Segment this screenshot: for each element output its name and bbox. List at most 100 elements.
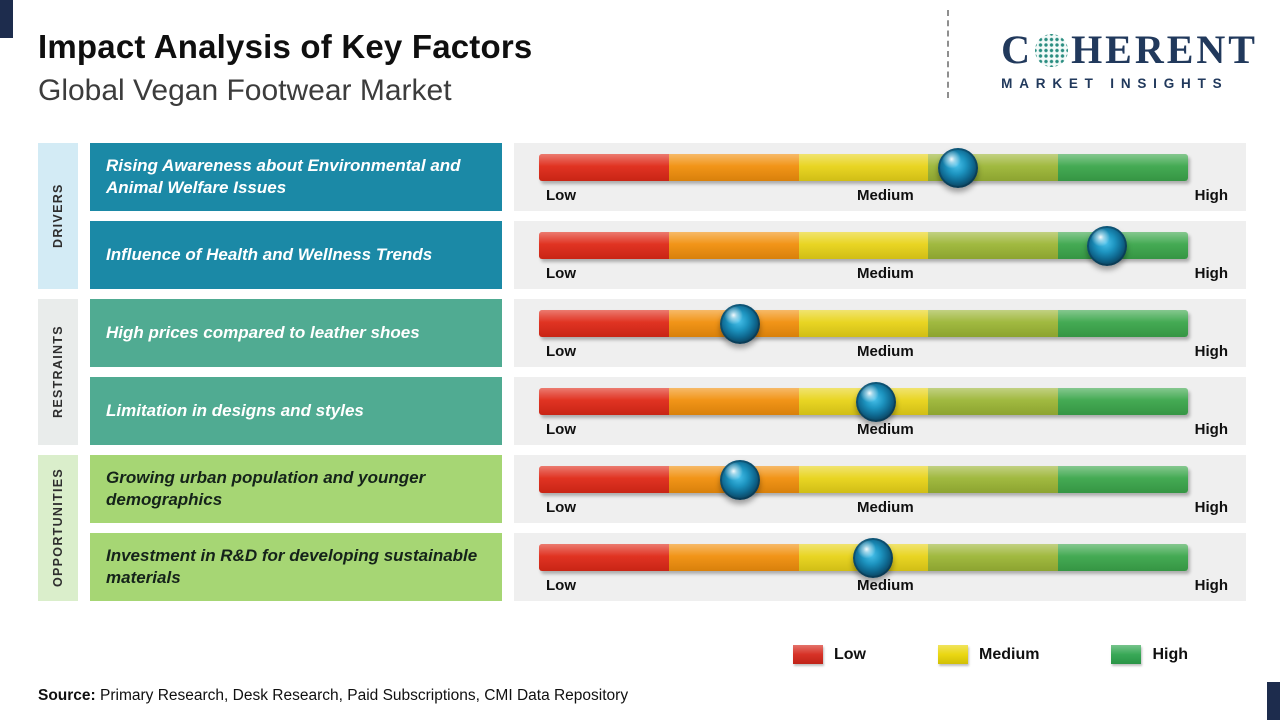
bar-segment (798, 154, 929, 181)
bar-segment (928, 388, 1059, 415)
impact-marker-sphere (856, 381, 897, 422)
impact-bar-track (539, 537, 1188, 578)
bar-segment (539, 466, 669, 493)
impact-bar-track (539, 225, 1188, 266)
scale-label-medium: Medium (857, 343, 914, 360)
scale-label-medium: Medium (857, 265, 914, 282)
category-label-opportunities: OPPORTUNITIES (38, 455, 78, 601)
factor-opportunity-2: Investment in R&D for developing sustain… (90, 533, 502, 601)
brand-name-suffix: HERENT (1071, 27, 1258, 72)
scale-labels: Low Medium High (546, 421, 1228, 438)
page-title: Impact Analysis of Key Factors (38, 28, 533, 65)
scale-label-low: Low (546, 343, 576, 360)
impact-bar-track (539, 147, 1188, 188)
impact-marker-sphere (853, 537, 894, 578)
bar-segment (668, 544, 799, 571)
factor-driver-2: Influence of Health and Wellness Trends (90, 221, 502, 289)
factor-restraint-1: High prices compared to leather shoes (90, 299, 502, 367)
impact-bar-track (539, 459, 1188, 500)
bar-segment (928, 232, 1059, 259)
legend-label-high: High (1152, 645, 1188, 663)
legend-label-low: Low (834, 645, 866, 663)
bar-segment (1058, 388, 1188, 415)
scale-label-low: Low (546, 421, 576, 438)
brand-tagline: MARKET INSIGHTS (1001, 76, 1229, 91)
scale-labels: Low Medium High (546, 499, 1228, 516)
scale-label-low: Low (546, 577, 576, 594)
bar-segment (798, 466, 929, 493)
impact-bar-segments (539, 388, 1188, 415)
brand-logo: C HERENT MARKET INSIGHTS (1001, 30, 1258, 92)
legend-item-high: High (1111, 645, 1188, 664)
bar-segment (928, 466, 1059, 493)
bar-segment (928, 310, 1059, 337)
impact-bar-segments (539, 154, 1188, 181)
brand-divider-dashed-line (947, 10, 949, 98)
scale-label-low: Low (546, 499, 576, 516)
corner-accent-bottom-right (1267, 682, 1280, 720)
impact-bar-segments (539, 466, 1188, 493)
impact-bar-row-6: Low Medium High (514, 533, 1246, 601)
impact-marker-sphere (1086, 225, 1127, 266)
scale-labels: Low Medium High (546, 577, 1228, 594)
category-label-drivers: DRIVERS (38, 143, 78, 289)
bar-segment (1058, 310, 1188, 337)
bar-segment (668, 232, 799, 259)
bar-segment (539, 232, 669, 259)
scale-label-low: Low (546, 187, 576, 204)
factor-restraint-2: Limitation in designs and styles (90, 377, 502, 445)
bar-segment (928, 544, 1059, 571)
source-note: Source: Primary Research, Desk Research,… (38, 687, 628, 705)
impact-bar-row-4: Low Medium High (514, 377, 1246, 445)
bar-segment (668, 154, 799, 181)
scale-label-medium: Medium (857, 577, 914, 594)
factor-opportunity-1: Growing urban population and younger dem… (90, 455, 502, 523)
scale-labels: Low Medium High (546, 343, 1228, 360)
scale-label-medium: Medium (857, 421, 914, 438)
impact-bar-track (539, 381, 1188, 422)
scale-labels: Low Medium High (546, 265, 1228, 282)
category-label-restraints: RESTRAINTS (38, 299, 78, 445)
scale-label-high: High (1194, 343, 1228, 360)
dotted-globe-o-icon (1035, 33, 1069, 67)
bar-segment (539, 310, 669, 337)
legend-swatch-low (793, 645, 823, 664)
impact-bar-row-5: Low Medium High (514, 455, 1246, 523)
corner-accent-top-left (0, 0, 13, 38)
bar-segment (798, 310, 929, 337)
bar-segment (539, 388, 669, 415)
impact-marker-sphere (937, 147, 978, 188)
legend-swatch-medium (938, 645, 968, 664)
scale-label-high: High (1194, 187, 1228, 204)
bar-segment (1058, 154, 1188, 181)
bar-segment (539, 544, 669, 571)
scale-labels: Low Medium High (546, 187, 1228, 204)
scale-label-medium: Medium (857, 499, 914, 516)
impact-bar-track (539, 303, 1188, 344)
legend: Low Medium High (793, 645, 1188, 664)
impact-bar-row-2: Low Medium High (514, 221, 1246, 289)
brand-name-prefix: C (1001, 27, 1034, 72)
brand-name: C HERENT (1001, 30, 1258, 70)
impact-bar-row-1: Low Medium High (514, 143, 1246, 211)
scale-label-high: High (1194, 499, 1228, 516)
impact-marker-sphere (720, 459, 761, 500)
impact-bar-row-3: Low Medium High (514, 299, 1246, 367)
bar-segment (1058, 466, 1188, 493)
legend-item-low: Low (793, 645, 866, 664)
scale-label-medium: Medium (857, 187, 914, 204)
legend-label-medium: Medium (979, 645, 1040, 663)
header: Impact Analysis of Key Factors Global Ve… (38, 28, 532, 108)
bar-segment (668, 388, 799, 415)
bar-segment (1058, 544, 1188, 571)
impact-bar-segments (539, 232, 1188, 259)
bar-segment (539, 154, 669, 181)
scale-label-low: Low (546, 265, 576, 282)
impact-marker-sphere (720, 303, 761, 344)
impact-bar-segments (539, 310, 1188, 337)
source-text: Primary Research, Desk Research, Paid Su… (95, 687, 629, 704)
source-label: Source: (38, 687, 96, 704)
legend-item-medium: Medium (938, 645, 1039, 664)
factor-driver-1: Rising Awareness about Environmental and… (90, 143, 502, 211)
